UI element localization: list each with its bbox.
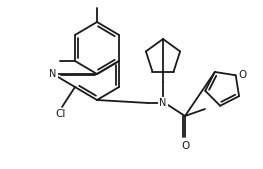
Text: Cl: Cl — [56, 109, 66, 119]
Text: N: N — [49, 69, 57, 79]
Text: O: O — [181, 141, 189, 151]
Text: O: O — [239, 70, 247, 80]
Text: N: N — [159, 98, 167, 108]
